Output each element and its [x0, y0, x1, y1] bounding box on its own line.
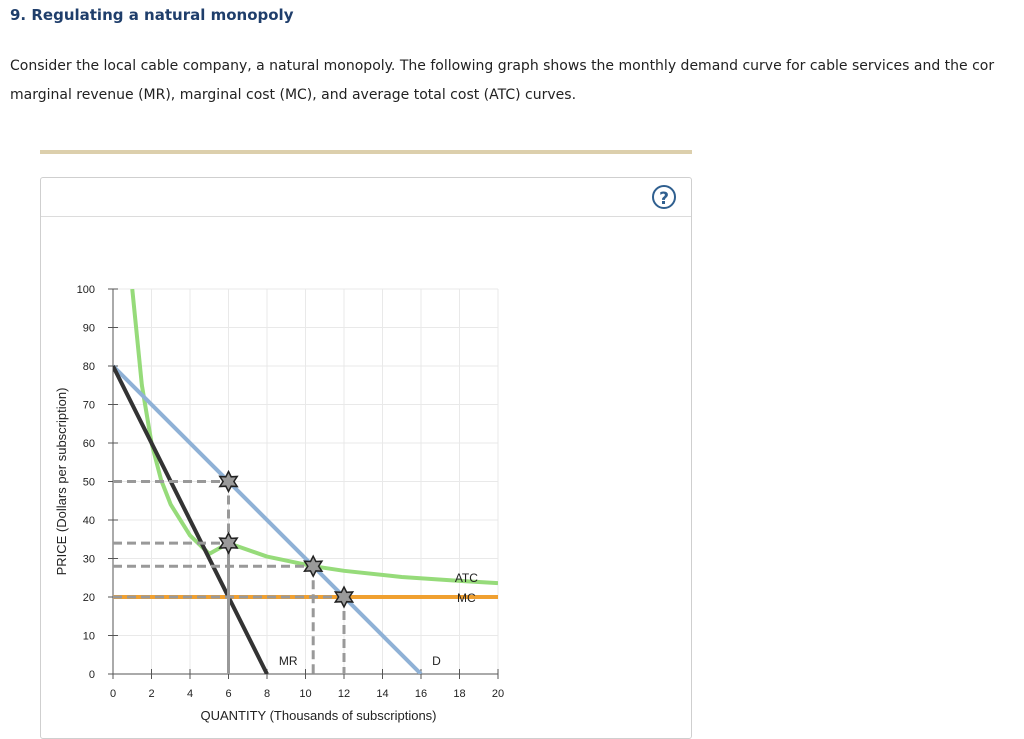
x-tick-label-8: 8 [264, 688, 270, 700]
x-tick-label-16: 16 [415, 688, 427, 700]
section-divider [40, 150, 692, 154]
x-tick-label-2: 2 [148, 688, 154, 700]
x-tick-label-0: 0 [110, 688, 116, 700]
series-label-mr: MR [279, 654, 298, 668]
marker-point-3 [333, 585, 355, 609]
x-tick-label-10: 10 [299, 688, 311, 700]
x-tick-label-14: 14 [376, 688, 388, 700]
marker-point-0 [218, 469, 239, 494]
y-tick-label-100: 100 [77, 284, 95, 296]
help-button[interactable]: ? [652, 185, 676, 209]
graph-panel: ? [40, 177, 692, 739]
y-tick-label-90: 90 [83, 323, 95, 335]
x-tick-label-18: 18 [453, 688, 465, 700]
y-axis-label: PRICE (Dollars per subscription) [54, 388, 69, 576]
series-label-mc: MC [457, 591, 476, 605]
y-tick-label-20: 20 [83, 592, 95, 604]
series-label-d: D [432, 654, 441, 668]
y-tick-label-40: 40 [83, 515, 95, 527]
x-tick-label-12: 12 [338, 688, 350, 700]
question-text: Consider the local cable company, a natu… [10, 52, 1024, 110]
x-tick-label-4: 4 [187, 688, 193, 700]
question-text-line-1: Consider the local cable company, a natu… [10, 58, 995, 74]
question-text-line-2: marginal revenue (MR), marginal cost (MC… [10, 87, 577, 103]
y-tick-label-50: 50 [83, 477, 95, 489]
x-tick-label-6: 6 [225, 688, 231, 700]
y-tick-label-80: 80 [83, 361, 95, 373]
marker-point-2 [303, 554, 324, 578]
page-title: 9. Regulating a natural monopoly [10, 6, 294, 24]
series-d-line [113, 364, 423, 674]
graph-panel-header: ? [41, 178, 691, 217]
x-axis-label: QUANTITY (Thousands of subscriptions) [200, 708, 436, 723]
y-tick-label-70: 70 [83, 400, 95, 412]
x-tick-label-20: 20 [492, 688, 504, 700]
marker-point-1 [218, 531, 239, 555]
series-label-atc: ATC [455, 571, 478, 585]
series-mr-line [113, 365, 269, 674]
y-tick-label-30: 30 [83, 554, 95, 566]
y-tick-label-10: 10 [83, 631, 95, 643]
series-atc-line [130, 289, 498, 586]
y-tick-label-60: 60 [83, 438, 95, 450]
y-tick-label-0: 0 [89, 669, 95, 681]
